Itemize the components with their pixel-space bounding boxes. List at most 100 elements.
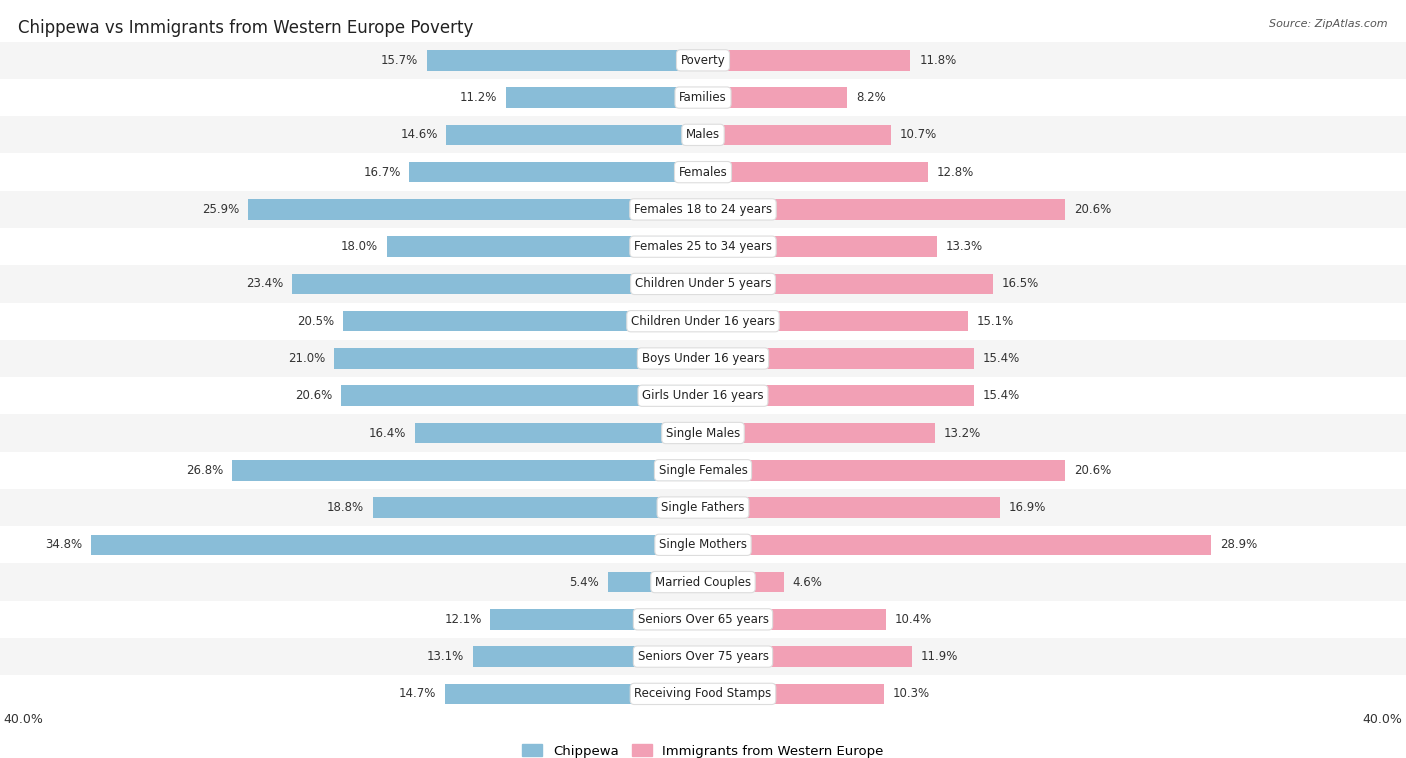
Bar [387,236,703,257]
Bar [415,423,703,443]
Bar [343,311,703,331]
Bar [0,191,1406,228]
Bar [444,684,703,704]
Text: 11.9%: 11.9% [921,650,959,663]
Text: 40.0%: 40.0% [1362,713,1402,725]
Text: Males: Males [686,128,720,141]
Text: Females 18 to 24 years: Females 18 to 24 years [634,203,772,216]
Legend: Chippewa, Immigrants from Western Europe: Chippewa, Immigrants from Western Europe [517,739,889,758]
Bar [0,563,1406,600]
Bar [0,265,1406,302]
Text: 15.1%: 15.1% [977,315,1014,327]
Text: 13.3%: 13.3% [945,240,983,253]
Text: 5.4%: 5.4% [569,575,599,588]
Bar [472,647,703,667]
Bar [703,348,973,368]
Bar [0,116,1406,154]
Bar [491,609,703,630]
Text: 13.1%: 13.1% [427,650,464,663]
Text: 20.5%: 20.5% [297,315,335,327]
Text: 14.7%: 14.7% [398,688,436,700]
Text: Females 25 to 34 years: Females 25 to 34 years [634,240,772,253]
Bar [0,302,1406,340]
Text: Single Males: Single Males [666,427,740,440]
Bar [447,124,703,145]
Text: Children Under 5 years: Children Under 5 years [634,277,772,290]
Text: 20.6%: 20.6% [1074,464,1111,477]
Bar [0,638,1406,675]
Bar [703,609,886,630]
Text: 16.5%: 16.5% [1001,277,1039,290]
Bar [0,452,1406,489]
Bar [703,386,973,406]
Text: 40.0%: 40.0% [4,713,44,725]
Text: 12.8%: 12.8% [936,166,974,179]
Bar [0,600,1406,638]
Bar [703,87,846,108]
Text: 14.6%: 14.6% [401,128,437,141]
Bar [0,228,1406,265]
Text: 21.0%: 21.0% [288,352,325,365]
Text: 34.8%: 34.8% [45,538,83,551]
Text: Source: ZipAtlas.com: Source: ZipAtlas.com [1270,19,1388,29]
Text: 4.6%: 4.6% [793,575,823,588]
Bar [373,497,703,518]
Text: Receiving Food Stamps: Receiving Food Stamps [634,688,772,700]
Text: Children Under 16 years: Children Under 16 years [631,315,775,327]
Bar [703,50,911,70]
Text: Single Fathers: Single Fathers [661,501,745,514]
Bar [703,684,884,704]
Bar [0,340,1406,377]
Text: 10.7%: 10.7% [900,128,936,141]
Bar [0,377,1406,415]
Text: 12.1%: 12.1% [444,613,481,626]
Bar [0,415,1406,452]
Text: 16.4%: 16.4% [368,427,406,440]
Bar [703,423,935,443]
Text: 13.2%: 13.2% [943,427,981,440]
Bar [0,79,1406,116]
Text: 18.0%: 18.0% [340,240,378,253]
Text: 15.4%: 15.4% [983,352,1019,365]
Text: Females: Females [679,166,727,179]
Text: 18.8%: 18.8% [326,501,364,514]
Bar [703,460,1066,481]
Text: 26.8%: 26.8% [186,464,224,477]
Text: 16.7%: 16.7% [363,166,401,179]
Bar [703,497,1000,518]
Bar [506,87,703,108]
Bar [609,572,703,592]
Text: Poverty: Poverty [681,54,725,67]
Text: 16.9%: 16.9% [1010,501,1046,514]
Bar [703,124,891,145]
Bar [703,274,993,294]
Bar [703,199,1066,220]
Text: Girls Under 16 years: Girls Under 16 years [643,390,763,402]
Bar [0,489,1406,526]
Text: Single Females: Single Females [658,464,748,477]
Text: 23.4%: 23.4% [246,277,283,290]
Text: 15.4%: 15.4% [983,390,1019,402]
Bar [703,236,936,257]
Text: 11.2%: 11.2% [460,91,498,104]
Bar [91,534,703,555]
Bar [703,647,912,667]
Text: Boys Under 16 years: Boys Under 16 years [641,352,765,365]
Bar [703,311,969,331]
Bar [335,348,703,368]
Bar [427,50,703,70]
Bar [703,534,1211,555]
Text: Chippewa vs Immigrants from Western Europe Poverty: Chippewa vs Immigrants from Western Euro… [18,19,474,37]
Bar [340,386,703,406]
Text: 10.3%: 10.3% [893,688,929,700]
Bar [232,460,703,481]
Bar [0,154,1406,191]
Text: 10.4%: 10.4% [894,613,932,626]
Text: 20.6%: 20.6% [295,390,332,402]
Bar [247,199,703,220]
Text: 20.6%: 20.6% [1074,203,1111,216]
Bar [0,675,1406,713]
Bar [703,162,928,183]
Text: 8.2%: 8.2% [856,91,886,104]
Bar [0,526,1406,563]
